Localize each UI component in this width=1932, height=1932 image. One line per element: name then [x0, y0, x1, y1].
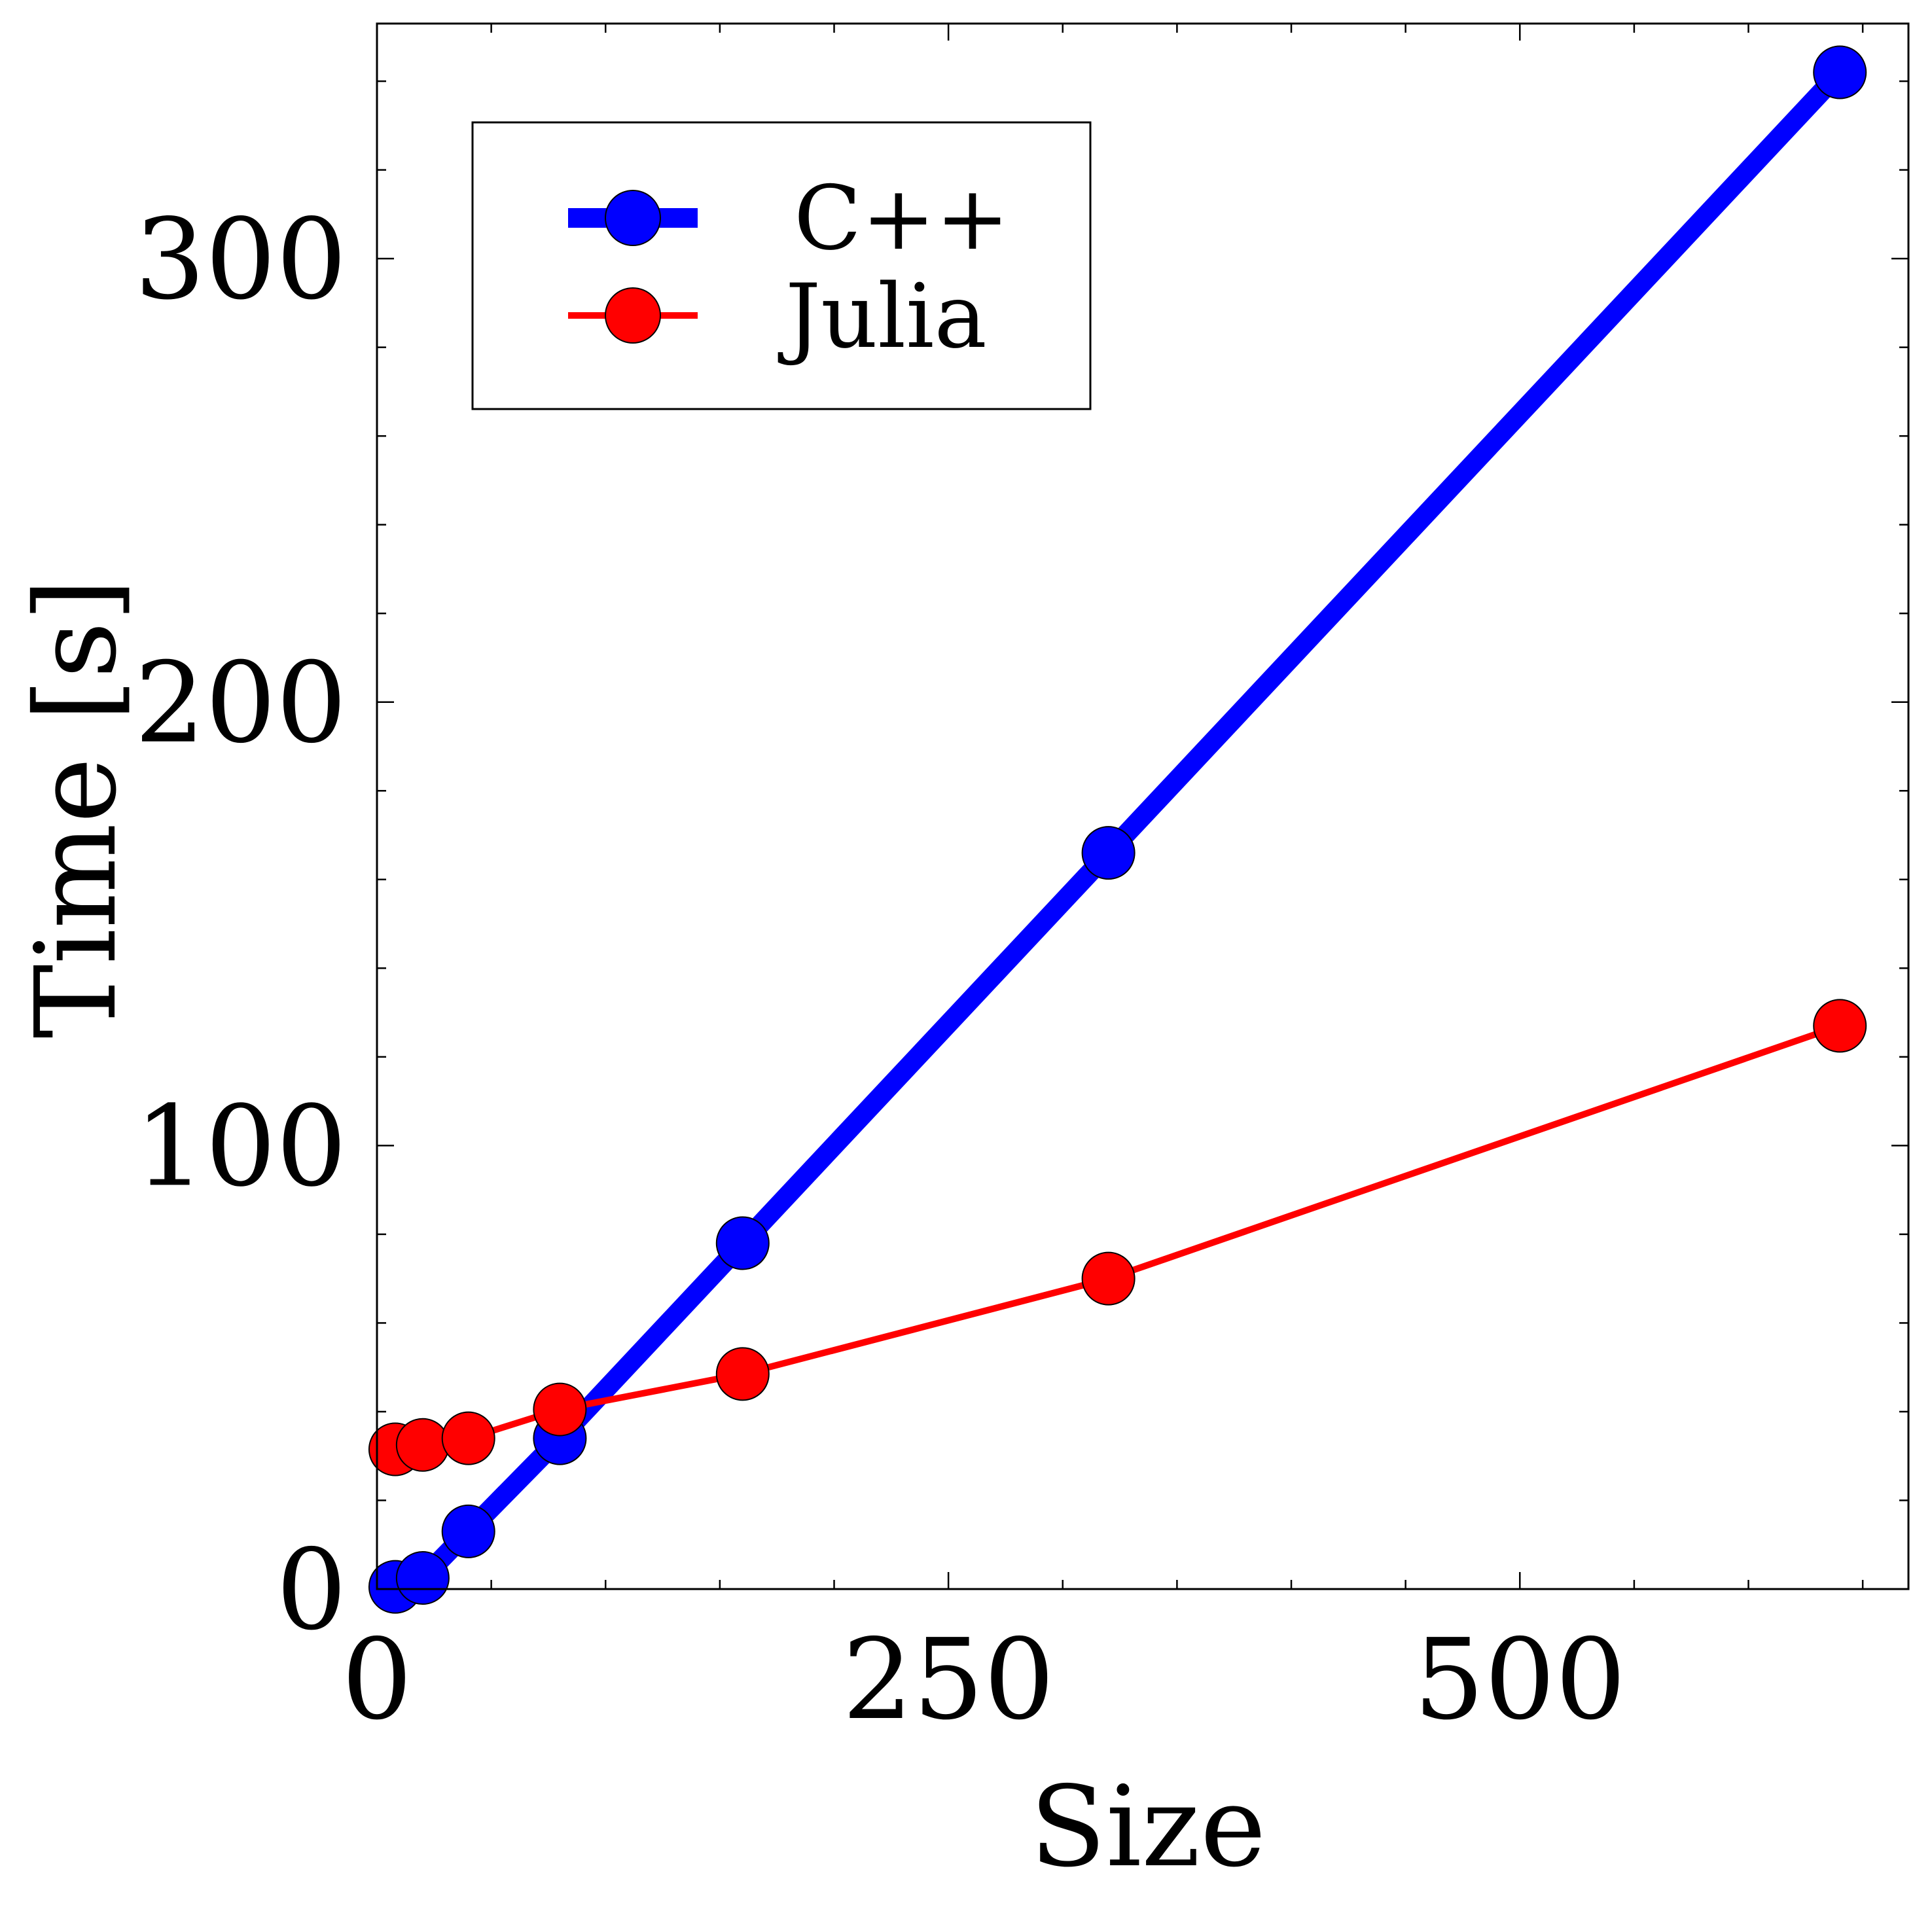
- data-point-cpp: [1081, 826, 1136, 880]
- data-point-julia: [1813, 999, 1867, 1053]
- data-point-cpp: [395, 1551, 450, 1605]
- legend-label-cpp: C++: [794, 167, 1010, 270]
- y-axis-title: Time [s]: [12, 578, 141, 1039]
- y-tick-label: 300: [135, 195, 347, 325]
- x-tick-label: 0: [342, 1615, 412, 1745]
- plot-markers: [368, 45, 1867, 1614]
- legend-marker-cpp: [605, 190, 661, 246]
- data-point-cpp: [1813, 45, 1867, 99]
- x-tick-label: 250: [842, 1615, 1054, 1745]
- data-point-cpp: [441, 1504, 495, 1558]
- legend-label-julia: Julia: [778, 265, 987, 368]
- data-point-julia: [395, 1418, 450, 1472]
- plot-area-frame: [376, 22, 1910, 1590]
- axis-ticks: [376, 24, 1908, 1590]
- data-point-cpp: [715, 1216, 770, 1270]
- tick-labels: 0 250 500 0 100 200 300: [135, 195, 1626, 1745]
- y-tick-label: 200: [135, 639, 347, 768]
- x-tick-label: 500: [1414, 1615, 1626, 1745]
- y-tick-label: 0: [276, 1526, 347, 1655]
- y-tick-label: 100: [135, 1082, 347, 1211]
- x-axis-title: Size: [1029, 1762, 1266, 1892]
- legend: C++ Julia: [471, 121, 1092, 410]
- legend-box: [471, 121, 1092, 410]
- data-point-julia: [715, 1347, 770, 1401]
- data-point-julia: [441, 1411, 495, 1465]
- data-point-julia: [1081, 1251, 1136, 1306]
- legend-marker-julia: [605, 287, 661, 344]
- data-point-julia: [533, 1382, 587, 1437]
